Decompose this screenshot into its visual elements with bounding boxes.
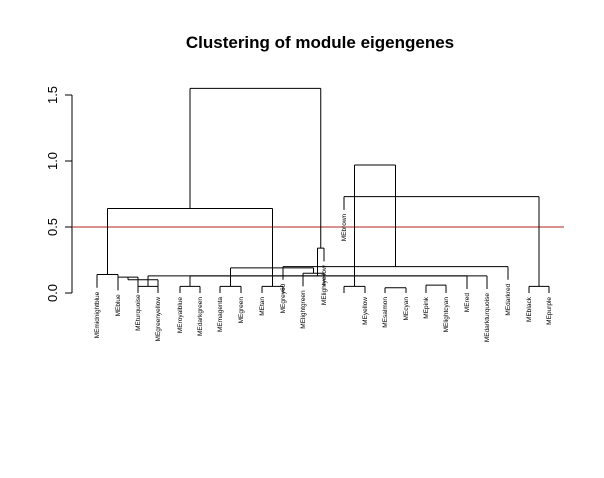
y-tick-label: 0.0 <box>45 284 60 302</box>
leaf-label: MEyellow <box>362 297 369 325</box>
chart-title: Clustering of module eigengenes <box>186 33 454 52</box>
leaf-labels: MEmidnightblue MEblue MEturquoise MEgreenye… <box>94 213 553 342</box>
leaf-label: MEroyalblue <box>177 297 184 334</box>
y-tick-label: 1.0 <box>45 152 60 170</box>
leaf-label: MEblue <box>115 294 122 316</box>
leaf-label: MEblack <box>526 296 533 322</box>
leaf-label: MEdarkturquoise <box>484 293 491 343</box>
leaf-label: MEdarkred <box>505 283 512 315</box>
leaf-label: MElightyellow <box>321 265 328 305</box>
leaf-label: MEsalmon <box>382 297 389 328</box>
leaf-label: MEmidnightblue <box>94 291 101 338</box>
leaf-label: MEpink <box>423 296 430 318</box>
y-tick-label: 0.5 <box>45 218 60 236</box>
leaf-label: MEbrown <box>341 213 348 241</box>
leaf-label: MElightgreen <box>300 290 307 329</box>
y-tick-label: 1.5 <box>45 86 60 104</box>
leaf-label: MEgreenyellow <box>155 297 162 342</box>
leaf-label: MEmagenta <box>217 297 224 332</box>
leaf-label: MEturquoise <box>135 294 142 331</box>
dendrogram-branches <box>96 87 550 293</box>
leaf-label: MEgreen <box>238 297 245 324</box>
leaf-label: MEcyan <box>403 297 410 321</box>
y-axis: 0.0 0.5 1.0 1.5 <box>45 86 73 302</box>
leaf-label: MEtan <box>259 297 266 316</box>
leaf-label: MEdarkgreen <box>197 297 204 336</box>
leaf-label: MElightcyan <box>443 297 450 333</box>
leaf-label: MEgrey60 <box>280 283 287 313</box>
leaf-label: MEred <box>464 293 471 313</box>
leaf-label: MEpurple <box>546 297 553 325</box>
